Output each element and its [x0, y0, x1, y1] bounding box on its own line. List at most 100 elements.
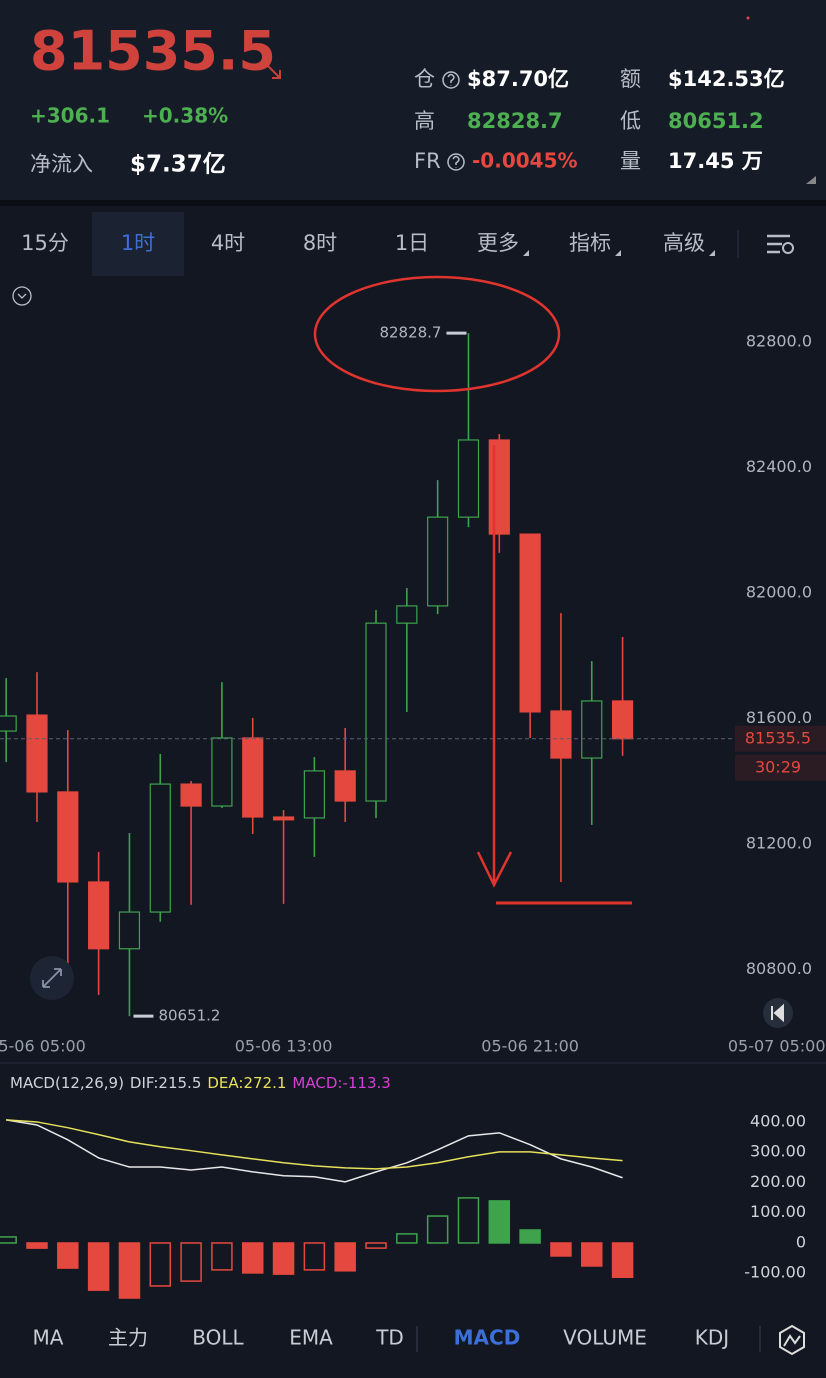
y-tick-label: 0 [796, 1232, 806, 1251]
macd-bar [180, 1242, 202, 1282]
fr-label: FR [414, 149, 441, 173]
timeframe-tabs: 15分 1时 4时 8时 1日 更多 指标 高级 [21, 212, 715, 276]
indicator-tabs: MA 主力 BOLL EMA TD MACD VOLUME KDJ [33, 1326, 730, 1350]
y-tick-label: 200.00 [750, 1172, 806, 1191]
indicator-tab[interactable]: MACD [454, 1326, 521, 1350]
y-tick-label: 300.00 [750, 1142, 806, 1161]
oi-label: 仓 [414, 67, 435, 91]
net-inflow-label: 净流入 [30, 152, 93, 176]
timeframe-tab[interactable]: 15分 [21, 231, 69, 255]
macd-bar [550, 1242, 572, 1257]
macd-bar [57, 1242, 79, 1269]
macd-bar [211, 1242, 233, 1271]
draw-tool-icon[interactable] [779, 1324, 805, 1356]
drop-arrow [476, 445, 513, 888]
x-tick-label: 05-07 05:00 [728, 1037, 826, 1056]
timeframe-tab[interactable]: 4时 [211, 231, 245, 255]
candle-body [118, 911, 141, 950]
indicator-tab[interactable]: MA [33, 1326, 64, 1350]
macd-chart: -100.00 0 100.00 200.00 300.00 400.00 MACD(12,… [0, 1074, 806, 1299]
macd-legend: MACD(12,26,9) DIF:215.5 DEA:272.1 MACD:-113… [10, 1074, 391, 1092]
latest-button[interactable] [763, 998, 793, 1028]
low-label: 低 [620, 109, 641, 133]
candle-body [550, 710, 572, 759]
macd-bar [396, 1233, 418, 1244]
legend-name: DIF: [130, 1074, 159, 1092]
candle-body [334, 770, 356, 802]
indicator-name: MACD(12,26,9) [10, 1074, 124, 1092]
macd-bar [149, 1242, 172, 1287]
candle-body [26, 714, 48, 793]
indicator-tab[interactable]: EMA [289, 1326, 333, 1350]
candle-body [88, 881, 110, 950]
macd-bar [488, 1200, 511, 1244]
indicator-tab[interactable]: KDJ [695, 1326, 729, 1350]
macd-bar [426, 1215, 449, 1244]
timeframe-tab[interactable]: 高级 [663, 231, 705, 255]
dropdown-caret [709, 250, 715, 256]
candle-body [396, 605, 418, 624]
settings-icon[interactable] [767, 234, 794, 254]
collapse-button[interactable] [12, 286, 32, 306]
candlestick-chart: 80800.0 81200.0 81600.0 82000.0 82400.0 82800… [0, 324, 826, 1056]
candle-body [427, 516, 449, 607]
indicator-tab[interactable]: VOLUME [563, 1326, 647, 1350]
status-dot [746, 16, 750, 20]
turnover-value: $142.53亿 [668, 67, 785, 91]
active-tab-bg [92, 212, 184, 276]
candle-body [519, 533, 541, 713]
change: +306.1 [30, 104, 110, 128]
legend-value: 215.5 [158, 1074, 201, 1092]
macd-bar [241, 1242, 264, 1274]
y-tick-label: 100.00 [750, 1202, 806, 1221]
fullscreen-button[interactable] [30, 956, 74, 1000]
high-label: 82828.7 [379, 324, 441, 342]
divider [0, 200, 826, 206]
indicator-tab[interactable]: 主力 [108, 1326, 148, 1350]
last-price-tag [735, 725, 826, 752]
candle-body [611, 700, 634, 740]
last-price: 81535.5 [30, 20, 276, 83]
candle-body [488, 439, 510, 535]
macd-bar [519, 1229, 541, 1244]
highlight-circle [313, 275, 561, 393]
candle-body [211, 737, 233, 807]
last-price-label: 81535.5 [745, 728, 811, 747]
macd-bar [118, 1242, 141, 1299]
legend-name: MACD: [292, 1074, 342, 1092]
low-value: 80651.2 [668, 109, 764, 133]
timeframe-tab[interactable]: 指标 [569, 231, 611, 255]
info-icon[interactable] [442, 71, 460, 89]
y-tick-label: -100.00 [744, 1263, 806, 1282]
indicator-tab[interactable]: TD [375, 1326, 404, 1350]
x-tick-label: 05-06 13:00 [235, 1037, 333, 1056]
x-tick-label: 05-06 05:00 [0, 1037, 86, 1056]
expand-corner [806, 176, 816, 184]
timeframe-tab[interactable]: 1日 [395, 231, 429, 255]
timeframe-tab[interactable]: 1时 [121, 231, 155, 255]
macd-bar [272, 1242, 295, 1275]
x-tick-label: 05-06 21:00 [481, 1037, 579, 1056]
macd-bar [365, 1242, 387, 1249]
timeframe-tab[interactable]: 8时 [303, 231, 337, 255]
candle-body [149, 783, 171, 913]
legend-value: -113.3 [342, 1074, 390, 1092]
candle-body [457, 439, 480, 518]
legend-value: 272.1 [243, 1074, 286, 1092]
macd-bar [0, 1236, 17, 1244]
y-tick-label: 82800.0 [746, 332, 812, 351]
indicator-tab[interactable]: BOLL [192, 1326, 244, 1350]
macd-bar [457, 1197, 480, 1244]
info-icon[interactable] [447, 153, 465, 171]
high-label: 高 [414, 109, 435, 133]
y-tick-label: 80800.0 [746, 959, 812, 978]
macd-line [6, 1119, 623, 1170]
macd-bar [334, 1242, 356, 1272]
dropdown-caret [615, 250, 621, 256]
candle-body [57, 791, 79, 883]
macd-bar [611, 1242, 634, 1279]
timeframe-tab[interactable]: 更多 [477, 231, 519, 255]
volume-label: 量 [620, 149, 641, 173]
